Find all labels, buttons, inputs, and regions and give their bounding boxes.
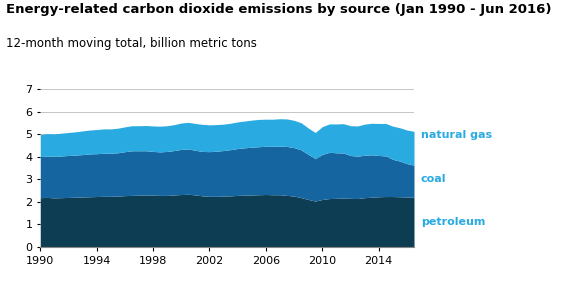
Text: petroleum: petroleum [421, 217, 485, 227]
Text: Energy-related carbon dioxide emissions by source (Jan 1990 - Jun 2016): Energy-related carbon dioxide emissions … [6, 3, 551, 16]
Text: coal: coal [421, 174, 446, 184]
Text: 12-month moving total, billion metric tons: 12-month moving total, billion metric to… [6, 37, 256, 50]
Text: natural gas: natural gas [421, 130, 492, 140]
